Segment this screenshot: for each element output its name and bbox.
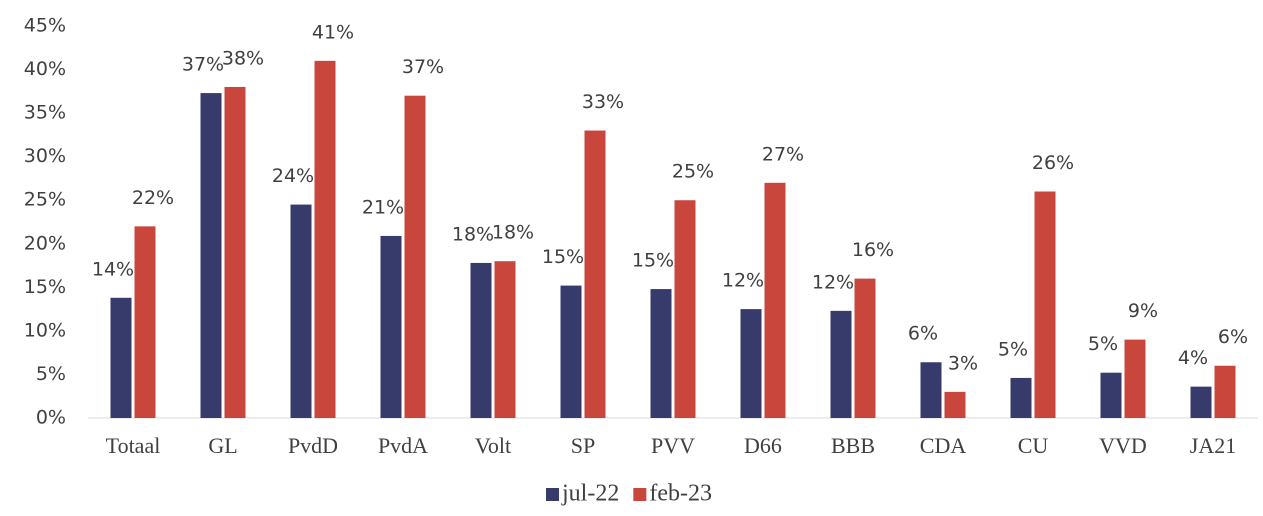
x-tick-label: VVD	[1099, 433, 1147, 458]
bar	[290, 204, 312, 418]
value-label: 16%	[852, 239, 894, 261]
bar	[560, 285, 582, 418]
bar	[740, 309, 762, 418]
value-label: 12%	[722, 270, 764, 292]
value-label: 12%	[812, 271, 854, 293]
value-label: 26%	[1032, 152, 1074, 174]
x-tick-label: CDA	[920, 433, 967, 458]
x-tick-label: GL	[208, 433, 237, 458]
y-tick-label: 10%	[24, 319, 66, 341]
bar	[200, 93, 222, 418]
y-tick-label: 20%	[24, 232, 66, 254]
y-tick-label: 25%	[24, 189, 66, 211]
value-label: 6%	[908, 323, 938, 345]
bar	[110, 297, 132, 418]
legend-label: feb-23	[649, 481, 712, 507]
bar	[380, 235, 402, 418]
value-label: 3%	[948, 352, 978, 374]
x-tick-label: PVV	[651, 433, 695, 458]
value-label: 9%	[1128, 300, 1158, 322]
x-tick-label: SP	[571, 433, 595, 458]
x-tick-label: Totaal	[106, 433, 161, 458]
bar	[584, 130, 606, 419]
bar	[224, 86, 246, 418]
x-tick-label: PvdA	[378, 433, 428, 458]
bar	[920, 362, 942, 418]
bar	[1100, 372, 1122, 418]
bar	[494, 261, 516, 418]
y-tick-label: 45%	[24, 15, 66, 37]
value-label: 21%	[362, 196, 404, 218]
value-label: 5%	[1088, 333, 1118, 355]
value-label: 27%	[762, 143, 804, 165]
value-label: 25%	[672, 161, 714, 183]
bar	[854, 278, 876, 418]
value-label: 6%	[1218, 326, 1248, 348]
value-label: 38%	[222, 47, 264, 69]
bar	[1010, 377, 1032, 418]
bar	[944, 391, 966, 418]
value-label: 22%	[132, 187, 174, 209]
bar	[134, 226, 156, 418]
x-tick-label: BBB	[831, 433, 875, 458]
value-label: 4%	[1178, 347, 1208, 369]
legend-swatch	[633, 488, 647, 501]
y-tick-label: 30%	[24, 145, 66, 167]
y-tick-label: 5%	[36, 363, 66, 385]
y-tick-label: 35%	[24, 102, 66, 124]
value-label: 37%	[182, 54, 224, 76]
value-label: 24%	[272, 165, 314, 187]
value-label: 18%	[492, 222, 534, 244]
value-label: 18%	[452, 223, 494, 245]
value-label: 15%	[542, 246, 584, 268]
x-tick-label: Volt	[475, 433, 511, 458]
bar	[1034, 191, 1056, 418]
value-label: 33%	[582, 91, 624, 113]
bar	[650, 289, 672, 418]
bar	[314, 60, 336, 418]
bar	[470, 262, 492, 418]
value-label: 41%	[312, 21, 354, 43]
x-tick-label: JA21	[1190, 433, 1236, 458]
y-tick-label: 15%	[24, 276, 66, 298]
y-tick-label: 0%	[36, 407, 66, 429]
value-label: 14%	[92, 258, 134, 280]
value-label: 37%	[402, 56, 444, 78]
bar	[1124, 339, 1146, 418]
x-tick-label: CU	[1018, 433, 1049, 458]
bar	[1190, 386, 1212, 418]
bar	[830, 310, 852, 418]
bar	[674, 200, 696, 418]
value-label: 5%	[998, 338, 1028, 360]
x-tick-label: PvdD	[288, 433, 338, 458]
bar	[764, 182, 786, 418]
legend-swatch	[546, 488, 559, 501]
y-tick-label: 40%	[24, 58, 66, 80]
value-label: 15%	[632, 250, 674, 272]
legend-label: jul-22	[561, 481, 619, 507]
bar	[404, 95, 426, 418]
bar	[1214, 365, 1236, 418]
x-tick-label: D66	[744, 433, 782, 458]
